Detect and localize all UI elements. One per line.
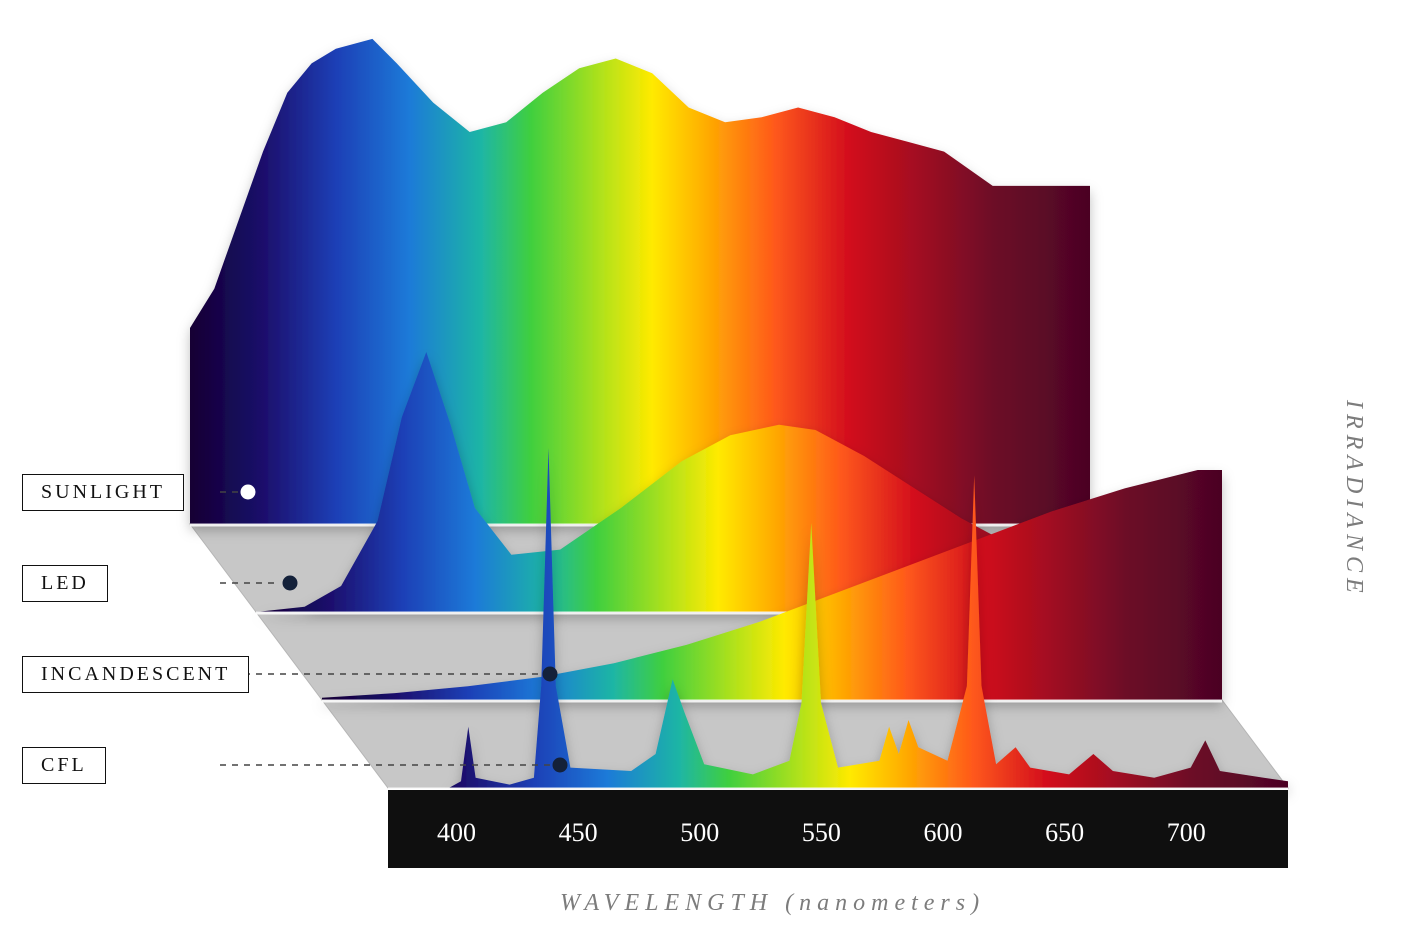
legend-dot-incandescent: [543, 667, 557, 681]
legend-dot-sunlight: [241, 485, 255, 499]
x-tick-label-700: 700: [1167, 818, 1206, 848]
x-tick-label-400: 400: [437, 818, 476, 848]
legend-cfl: CFL: [22, 747, 106, 784]
legend-dot-cfl: [553, 758, 567, 772]
legend-incandescent: INCANDESCENT: [22, 656, 249, 693]
legend-sunlight: SUNLIGHT: [22, 474, 184, 511]
x-tick-label-550: 550: [802, 818, 841, 848]
x-tick-label-650: 650: [1045, 818, 1084, 848]
legend-led: LED: [22, 565, 108, 602]
layer-sunlight: [190, 39, 1090, 524]
legend-dot-led: [283, 576, 297, 590]
y-axis-title: IRRADIANCE: [1340, 400, 1367, 599]
x-tick-label-600: 600: [923, 818, 962, 848]
x-tick-label-450: 450: [559, 818, 598, 848]
x-axis-title: WAVELENGTH (nanometers): [560, 890, 985, 917]
x-tick-label-500: 500: [680, 818, 719, 848]
